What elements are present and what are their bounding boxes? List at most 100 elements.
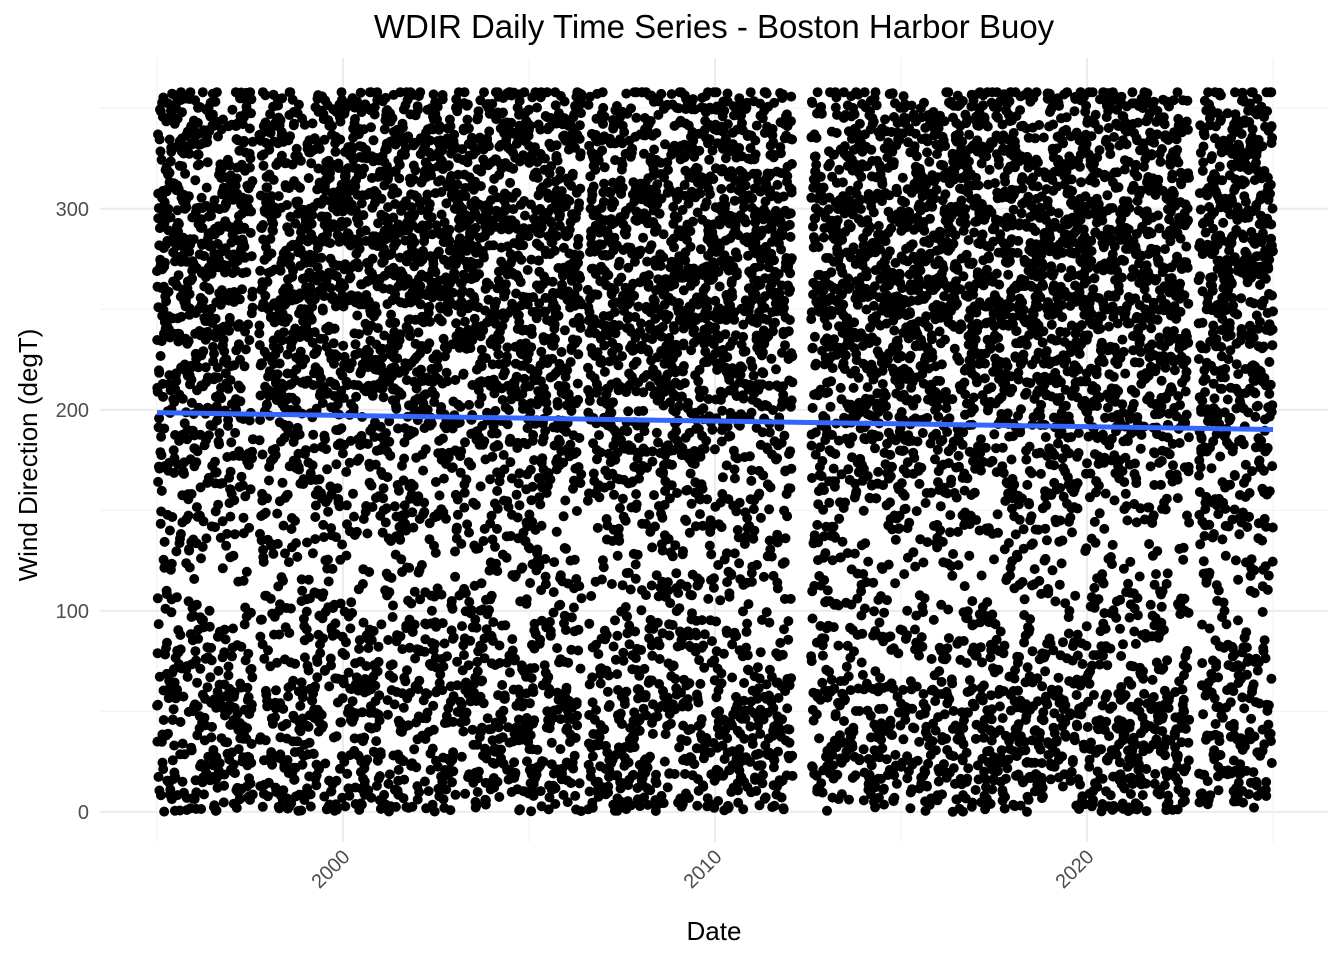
data-point [601,630,612,641]
data-point [525,730,536,741]
data-point [668,660,679,671]
data-point [407,507,418,518]
data-point [392,187,403,198]
data-point [171,592,182,603]
data-point [231,802,242,813]
data-point [586,765,596,776]
data-point [209,195,220,206]
data-point [613,360,624,371]
data-point [216,393,227,404]
data-point [551,526,562,537]
data-point [409,619,420,630]
data-point [576,89,587,100]
data-point [599,724,610,735]
data-point [350,339,361,350]
data-point [426,605,437,616]
data-point [617,159,628,170]
data-point [476,578,487,589]
data-point [336,717,347,728]
data-point [224,325,234,336]
data-point [177,738,188,749]
data-point [154,134,165,145]
data-point [165,784,176,795]
data-point [461,707,472,718]
data-point [663,310,674,321]
data-point [223,414,234,425]
data-point [258,556,269,567]
data-point [473,106,484,117]
data-point [398,702,409,713]
data-point [639,663,650,674]
data-point [164,525,175,536]
data-point [199,712,210,723]
data-point [274,803,285,814]
data-point [196,192,207,203]
data-point [652,617,663,628]
data-point [554,437,565,447]
data-point [387,612,398,622]
data-point [599,366,610,377]
data-point [535,786,546,797]
data-point [210,456,220,467]
data-point [243,648,254,659]
data-point [233,744,244,755]
data-point [284,227,295,237]
data-point [555,166,566,177]
data-point [245,227,256,238]
data-point [463,660,474,671]
data-point [372,666,383,677]
data-point [262,493,272,504]
data-point [500,620,511,631]
data-point [437,433,448,444]
data-point [564,195,575,206]
data-point [471,622,482,633]
data-point [501,552,512,563]
data-point [498,705,509,716]
data-point [258,234,269,245]
data-point [568,763,579,774]
data-point [546,217,557,228]
data-point [573,645,584,656]
data-point [507,634,518,645]
data-point [165,156,176,167]
data-point [437,94,448,105]
data-point [424,199,435,209]
data-point [381,428,391,439]
data-point [322,464,333,475]
data-point [291,143,302,154]
data-point [443,160,454,171]
data-point [395,631,406,642]
data-point [654,208,665,219]
data-point [598,562,609,573]
data-point [571,447,582,458]
data-point [228,550,239,561]
data-point [221,540,232,551]
data-point [426,418,437,429]
data-point [478,698,489,709]
data-point [220,634,231,645]
data-point [236,471,247,482]
data-point [155,518,166,529]
data-point [549,557,560,568]
data-point [177,776,188,787]
data-point [462,114,473,125]
data-point [331,459,342,470]
data-point [474,269,485,280]
data-point [356,799,367,810]
data-point [552,400,563,411]
data-point [456,538,467,549]
data-point [225,466,236,477]
data-point [173,219,184,229]
data-point [163,204,174,214]
data-point [420,444,431,455]
data-point [351,526,362,537]
data-point [638,232,649,243]
data-point [201,533,212,544]
data-point [262,276,273,287]
data-point [275,749,286,760]
data-point [424,338,435,349]
data-point [433,246,444,257]
data-point [445,121,456,132]
data-point [222,737,233,748]
data-point [466,460,477,471]
